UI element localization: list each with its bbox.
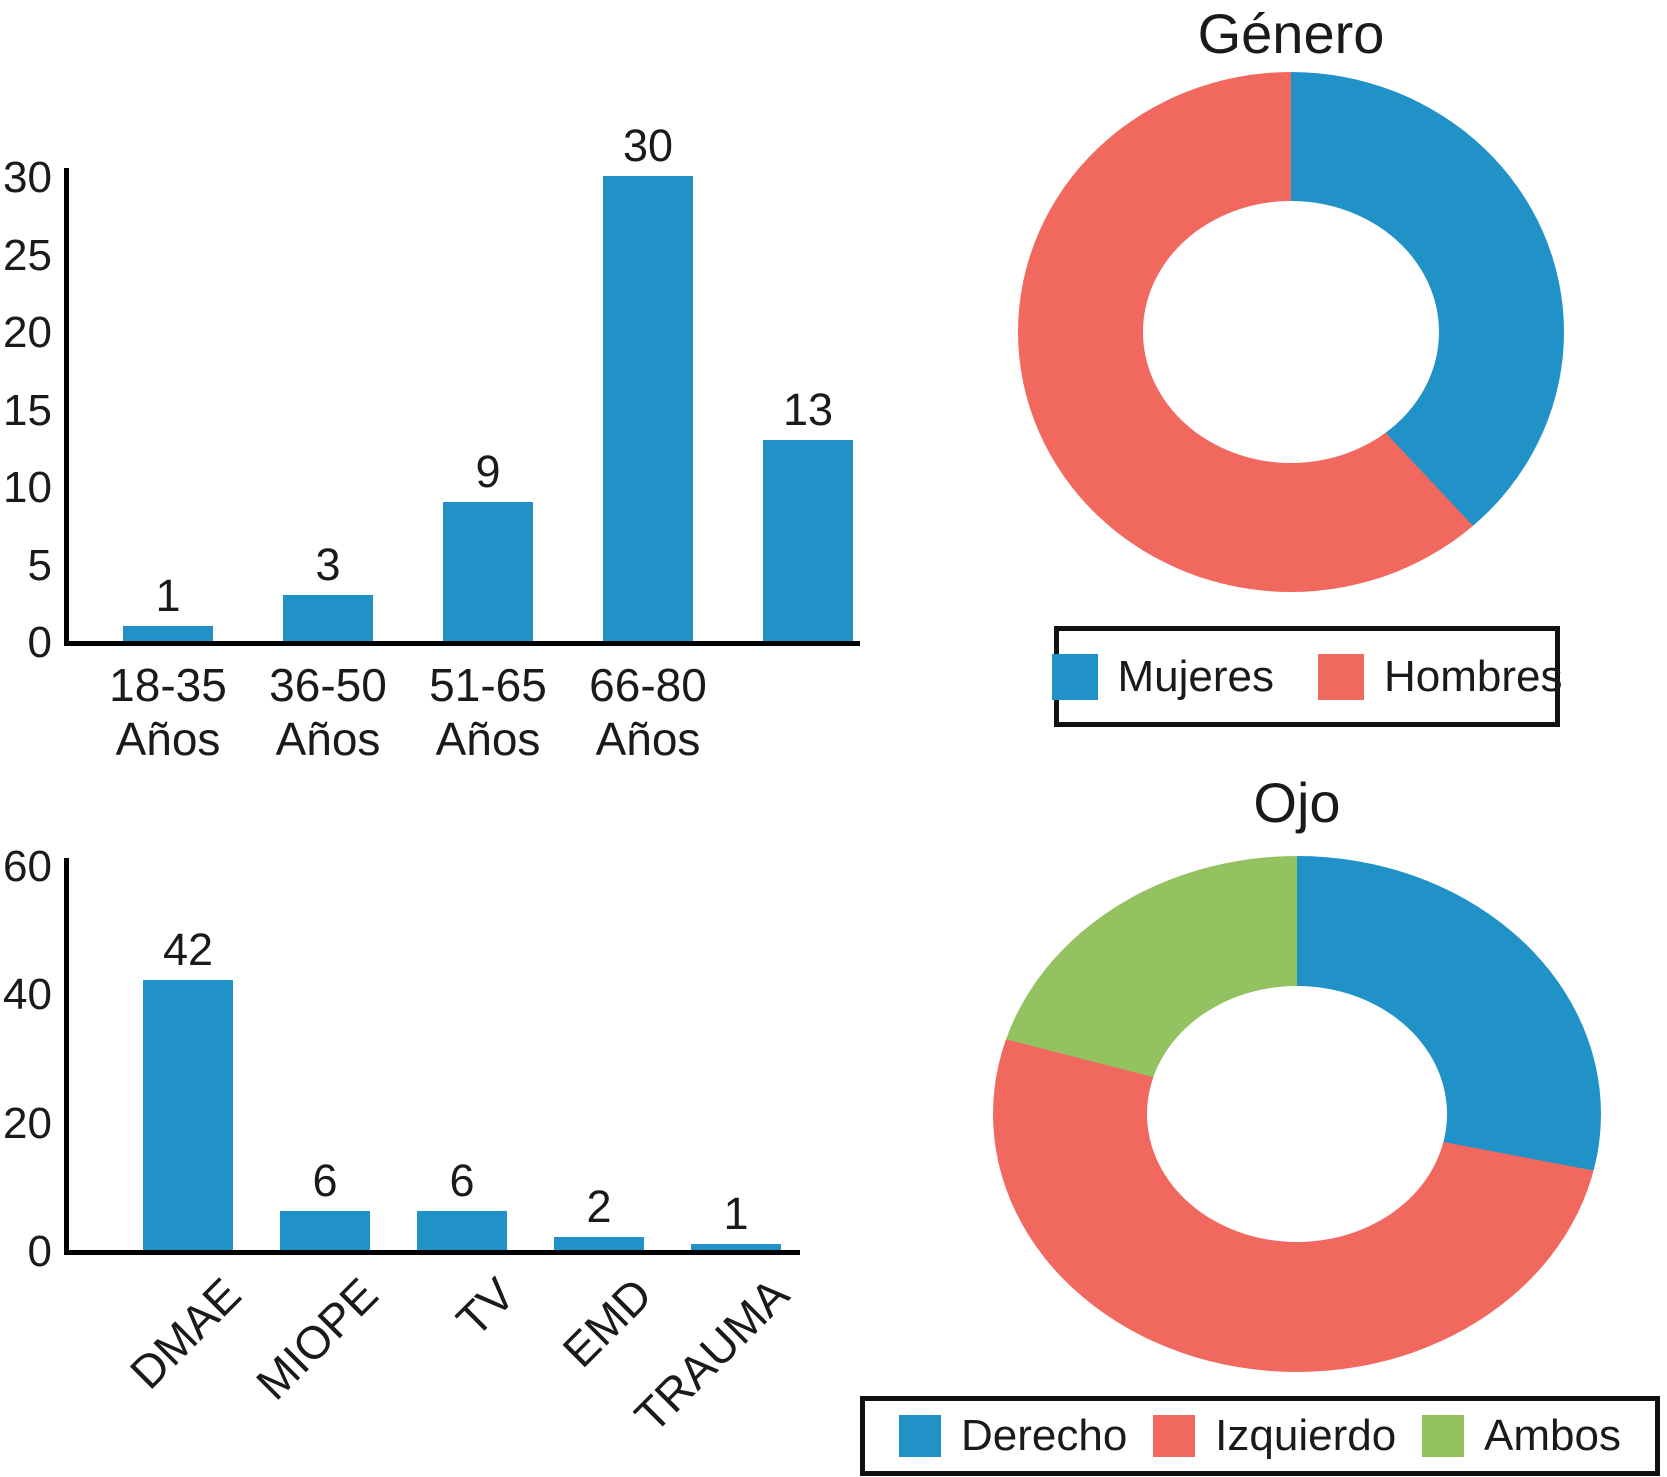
y-tick-label: 20 — [3, 1098, 52, 1148]
bar — [691, 1243, 781, 1250]
bar — [554, 1237, 644, 1250]
y-tick-label: 60 — [3, 841, 52, 891]
y-axis-line — [64, 858, 69, 1255]
bar — [283, 594, 373, 641]
bar-value-label: 3 — [315, 538, 341, 590]
legend-swatch-icon — [899, 1415, 941, 1457]
bar-value-label: 30 — [622, 120, 674, 171]
eye-donut-hole — [1147, 986, 1447, 1242]
gender-legend: Mujeres Hombres — [1051, 626, 1563, 727]
y-tick-label: 30 — [3, 153, 52, 202]
y-tick-label: 20 — [3, 308, 52, 357]
x-axis-line — [64, 1250, 800, 1255]
y-tick-label: 0 — [27, 618, 52, 667]
x-category-label: 18-35 Años — [109, 659, 227, 765]
y-tick-label: 10 — [3, 463, 52, 512]
bar-value-label: 2 — [586, 1181, 612, 1233]
x-axis-line — [64, 641, 860, 646]
legend-label: Hombres — [1384, 651, 1563, 701]
bar — [763, 439, 853, 641]
bar — [143, 980, 233, 1250]
eye-donut-chart: Ojo Derecho Izquierdo Ambos — [850, 760, 1667, 1477]
legend-swatch-icon — [1422, 1415, 1465, 1457]
legend-label: Derecho — [961, 1411, 1128, 1460]
legend-swatch-icon — [1318, 653, 1364, 700]
legend-swatch-icon — [1153, 1415, 1196, 1457]
y-tick-label: 0 — [27, 1227, 52, 1276]
legend-swatch-icon — [1051, 653, 1098, 700]
legend-item: Derecho — [899, 1414, 1127, 1458]
gender-donut-chart: Género Mujeres Hombres — [940, 0, 1667, 740]
bar-value-label: 13 — [782, 383, 834, 435]
bar-value-label: 1 — [155, 569, 181, 621]
bar-value-label: 6 — [312, 1155, 338, 1207]
legend-label: Izquierdo — [1215, 1411, 1397, 1460]
bar — [123, 625, 213, 641]
y-axis-line — [64, 168, 69, 646]
gender-chart-title: Género — [1197, 2, 1385, 65]
bar-value-label: 1 — [723, 1187, 749, 1239]
y-tick-label: 25 — [3, 230, 52, 280]
bar — [443, 501, 533, 641]
y-tick-label: 15 — [3, 385, 52, 435]
legend-item: Izquierdo — [1153, 1414, 1396, 1458]
eye-legend: Derecho Izquierdo Ambos — [860, 1396, 1660, 1476]
legend-item: Ambos — [1422, 1414, 1621, 1458]
legend-label: Mujeres — [1117, 651, 1275, 701]
y-tick-label: 40 — [3, 970, 52, 1020]
x-category-label: 36-50 Años — [269, 659, 387, 765]
diagnosis-bar-chart: 0 20 40 60 42 DMAE 6 MIOPE 6 TV 2 EMD 1 TRAUMA — [0, 820, 880, 1477]
x-category-label: 51-65 Años — [429, 659, 547, 765]
legend-item: Hombres — [1318, 651, 1563, 701]
bar-value-label: 6 — [449, 1155, 475, 1207]
bar-value-label: 42 — [162, 924, 214, 976]
legend-label: Ambos — [1484, 1411, 1621, 1460]
x-category-label: 66-80 Años — [589, 659, 707, 765]
legend-item: Mujeres — [1051, 651, 1275, 701]
bar-value-label: 9 — [475, 445, 501, 497]
bar — [417, 1211, 507, 1250]
bar — [280, 1211, 370, 1250]
eye-chart-title: Ojo — [1253, 771, 1341, 834]
age-bar-chart: 0 5 10 15 20 25 30 1 18-35 Años 3 36-50 Años 9 51-65… — [0, 123, 880, 765]
y-tick-label: 5 — [27, 540, 52, 590]
bar — [603, 176, 693, 641]
gender-donut-hole — [1143, 201, 1439, 463]
